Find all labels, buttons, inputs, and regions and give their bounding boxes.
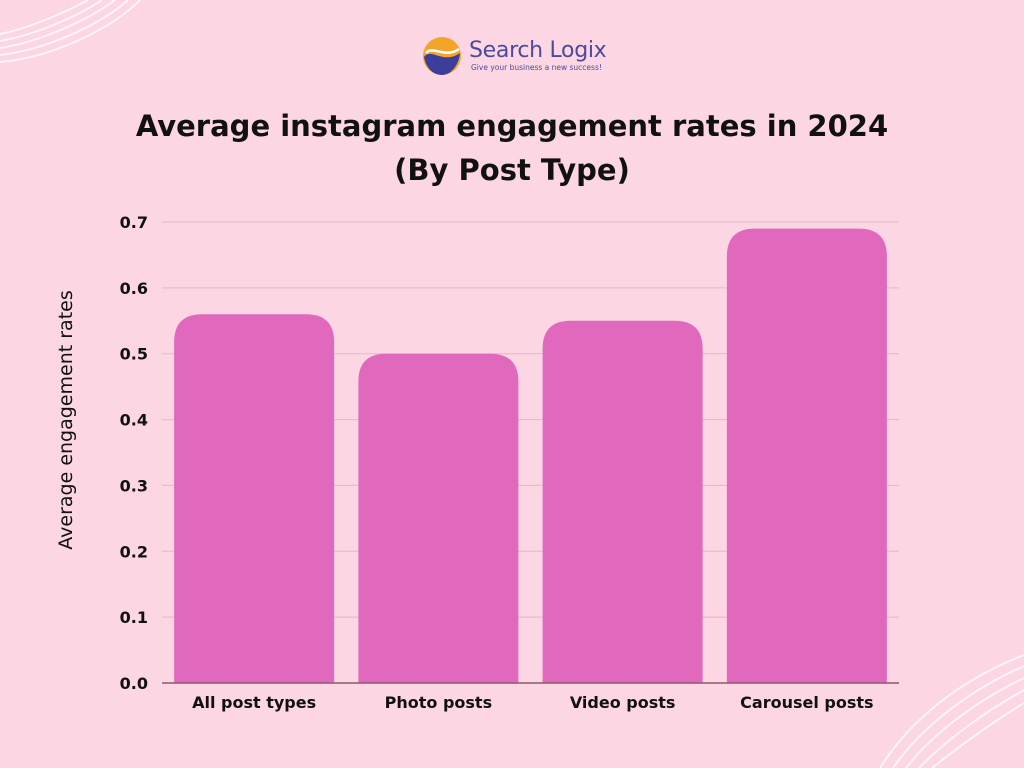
y-tick-label: 0.6 — [120, 279, 148, 298]
x-category-labels: All post types Photo posts Video posts Caro… — [192, 693, 873, 712]
y-tick-label: 0.0 — [120, 674, 148, 693]
bar — [174, 314, 335, 683]
y-tick-label: 0.4 — [120, 411, 148, 430]
y-tick-label: 0.3 — [120, 476, 148, 495]
brand-name: Search Logix — [469, 38, 607, 63]
x-category-label: All post types — [192, 693, 316, 712]
bar — [542, 320, 703, 683]
x-category-label: Photo posts — [385, 693, 492, 712]
bar — [726, 228, 887, 684]
y-tick-label: 0.1 — [120, 608, 148, 627]
bars — [174, 228, 887, 684]
chart-title: Average instagram engagement rates in 20… — [0, 104, 1024, 192]
chart-title-line1: Average instagram engagement rates in 20… — [135, 109, 889, 143]
x-category-label: Carousel posts — [740, 693, 873, 712]
x-category-label: Video posts — [570, 693, 676, 712]
y-tick-label: 0.2 — [120, 542, 148, 561]
swirl-logo-icon — [423, 37, 461, 75]
brand-tagline: Give your business a new success! — [471, 63, 602, 72]
chart-title-line2: (By Post Type) — [394, 153, 630, 187]
bar — [358, 353, 519, 683]
y-tick-label: 0.7 — [120, 213, 148, 232]
brand-header: Search Logix Give your business a new su… — [421, 33, 607, 79]
y-tick-label: 0.5 — [120, 345, 148, 364]
y-tick-labels: 0.0 0.1 0.2 0.3 0.4 0.5 0.6 0.7 — [120, 213, 148, 693]
